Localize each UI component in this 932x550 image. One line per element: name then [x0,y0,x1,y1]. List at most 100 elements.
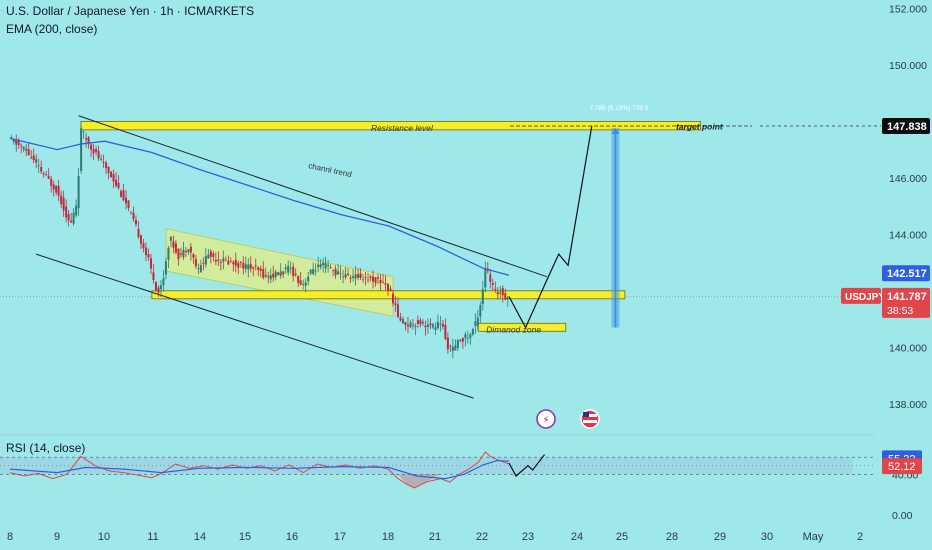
candle-body [204,256,207,265]
candle [162,270,165,292]
candle [17,137,20,149]
descending-channel[interactable] [165,228,394,317]
candle [234,252,237,273]
ema-price-tag-bg [882,265,930,282]
candle [252,266,255,277]
candle [409,319,412,329]
candle [382,274,385,284]
candle-body [354,274,357,279]
y-tick-label: 144.000 [889,229,927,241]
candle-body [304,282,307,286]
candle [481,280,484,311]
ema-200-line[interactable] [9,137,510,276]
candle [272,265,275,282]
last-price-tag[interactable]: 141.787 38:53 [882,287,930,318]
target-price-tag-bg [882,117,930,134]
candle [394,296,397,313]
candle [369,274,372,282]
rsi-value-tag-text: 52.12 [888,461,916,473]
trend-line-1[interactable] [78,115,548,278]
candle [102,154,105,168]
candle-body [416,320,419,324]
candle-body [262,269,265,278]
lightning-event-icon[interactable]: ⚡ [536,409,556,429]
candle [319,259,322,270]
candle [247,258,250,278]
candle [239,261,242,268]
candle-body [441,323,444,327]
rsi-projection-path[interactable] [508,454,545,477]
candle-body [112,174,115,182]
candle-body [339,273,342,275]
candle [339,265,342,280]
candle-body [227,260,230,265]
candle-body [399,317,402,321]
candle [324,256,327,274]
candle [349,275,352,283]
target-price-tag-text: 147.838 [887,121,927,133]
candle-body [122,190,125,201]
candle [476,309,479,331]
candle [401,316,404,325]
candle-body [77,176,80,209]
candle-body [287,265,290,273]
candle [20,143,23,154]
candle [177,248,180,266]
candle-body [20,145,23,147]
candle [294,268,297,277]
candle-body [454,345,457,351]
candle [107,166,110,180]
candle [374,277,377,287]
candle-body [372,276,375,282]
rsi-value-tag[interactable]: 52.12 [882,458,922,475]
candle-body [382,282,385,284]
candle [414,323,417,336]
candle [115,172,118,188]
candle-body [314,270,317,272]
candle-body [279,271,282,276]
candle-body [384,283,387,285]
candle-body [100,158,103,160]
candle [262,261,265,280]
target-price-tag[interactable]: 147.838 [882,117,930,134]
candle-body [374,277,377,283]
candle [125,190,128,210]
candle [284,264,287,274]
candle-body [424,325,427,328]
candle [459,339,462,343]
candle [399,312,402,322]
candle-body [219,261,222,263]
candle-body [377,277,380,279]
candle-body [92,149,95,154]
candle [97,145,100,162]
us-flag-event-icon[interactable] [580,409,600,429]
candle-body [209,251,212,257]
candle-body [272,273,275,278]
candle [359,268,362,281]
rsi-ma-line[interactable] [9,459,510,480]
candle [32,148,35,164]
candle-body [27,149,30,156]
trend-line-2[interactable] [35,253,474,399]
candle-body [177,248,180,260]
ema-indicator-label[interactable]: EMA (200, close) [6,22,98,36]
candle-body [421,321,424,324]
candle [192,253,195,264]
candle-body [45,174,48,176]
diamond-zone[interactable] [477,322,567,332]
rsi-indicator-label[interactable]: RSI (14, close) [6,441,86,455]
y-tick-label: 146.000 [889,173,927,185]
candle [35,154,38,169]
candle-body [244,264,247,269]
symbol-tag[interactable]: USDJPY [841,287,885,304]
candle [456,338,459,351]
candle-body [264,274,267,277]
candle-body [72,212,75,224]
candle [174,239,177,255]
projection-path[interactable] [508,125,593,329]
ema-price-tag[interactable]: 142.517 [882,265,930,282]
candle-body [367,279,370,281]
candle [212,250,215,262]
candle [45,170,48,177]
